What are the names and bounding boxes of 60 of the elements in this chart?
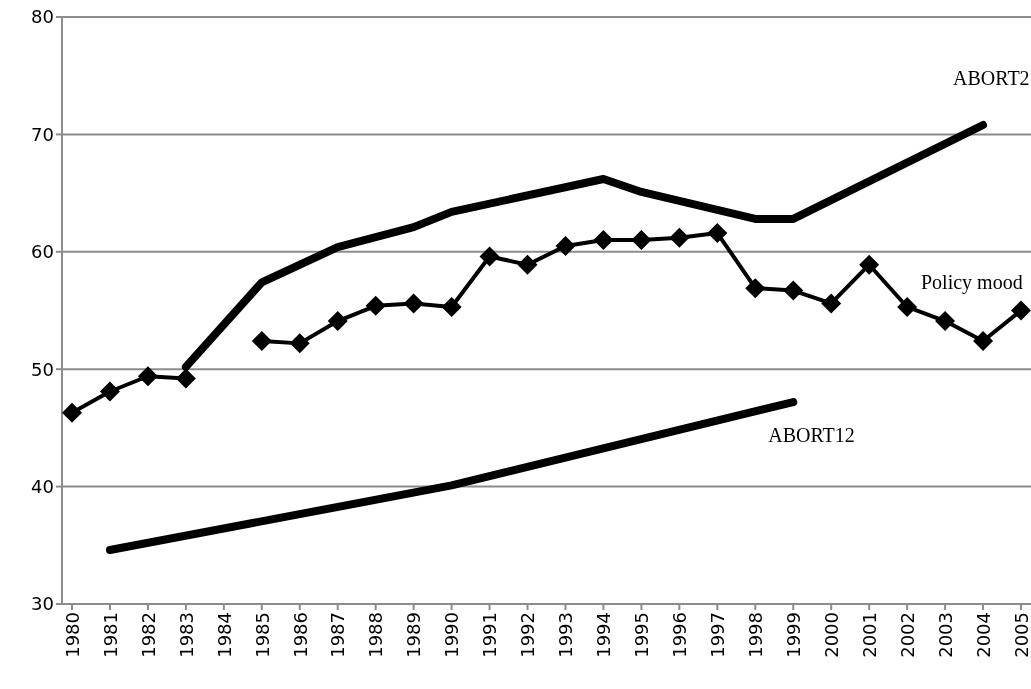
x-tick-label: 1991 — [479, 612, 501, 658]
x-tick-label: 2001 — [858, 612, 880, 658]
point — [745, 278, 766, 299]
x-tick-label: 1990 — [441, 612, 463, 658]
x-tick-label: 1985 — [251, 612, 273, 658]
point — [1011, 300, 1031, 321]
x-tick-label: 1999 — [783, 612, 805, 658]
x-tick-label: 1998 — [745, 612, 767, 658]
series-label: Policy mood — [921, 270, 1023, 294]
y-tick-label: 30 — [31, 593, 54, 615]
point — [783, 280, 804, 301]
point — [517, 254, 538, 275]
y-tick-label: 70 — [31, 123, 54, 145]
x-tick-label: 1996 — [669, 612, 691, 658]
x-tick-label: 2003 — [934, 612, 956, 658]
x-tick-label: 1981 — [99, 612, 121, 658]
point — [973, 331, 994, 352]
point — [441, 296, 462, 317]
point — [821, 293, 842, 314]
point — [479, 246, 500, 267]
y-tick-label: 40 — [31, 475, 54, 497]
point — [137, 366, 158, 387]
point — [62, 402, 82, 423]
point — [707, 223, 728, 244]
point — [859, 254, 880, 275]
point — [631, 230, 652, 251]
point — [289, 333, 310, 354]
point — [935, 311, 956, 332]
x-tick-label: 1997 — [707, 612, 729, 658]
point — [669, 227, 690, 248]
x-tick-label: 1980 — [61, 612, 83, 658]
point — [593, 230, 614, 251]
series-label: ABORT12 — [768, 424, 855, 447]
text: ABORT2 — [953, 67, 1030, 90]
point — [897, 296, 918, 317]
x-tick-label: 1993 — [555, 612, 577, 658]
point — [403, 293, 424, 314]
x-tick-label: 2000 — [820, 612, 842, 658]
x-tick-label: 1995 — [631, 612, 653, 658]
x-tick-label: 2002 — [896, 612, 918, 658]
x-tick-label: 1983 — [175, 612, 197, 658]
point — [251, 331, 272, 352]
x-tick-label: 1982 — [137, 612, 159, 658]
x-tick-label: 1989 — [403, 612, 425, 658]
x-tick-label: 1986 — [289, 612, 311, 658]
y-tick-label: 60 — [31, 241, 54, 263]
x-tick-label: 2004 — [972, 612, 994, 658]
x-tick-label: 2005 — [1010, 612, 1031, 658]
point — [555, 235, 576, 256]
point — [327, 311, 348, 332]
y-tick-label: 80 — [31, 6, 54, 28]
x-tick-label: 1994 — [593, 612, 615, 658]
x-tick-label: 1984 — [213, 612, 235, 658]
point — [365, 295, 386, 316]
y-tick-label: 50 — [31, 358, 54, 380]
point — [99, 381, 120, 402]
point — [175, 368, 196, 389]
x-tick-label: 1992 — [517, 612, 539, 658]
x-tick-label: 1987 — [327, 612, 349, 658]
x-tick-label: 1988 — [365, 612, 387, 658]
